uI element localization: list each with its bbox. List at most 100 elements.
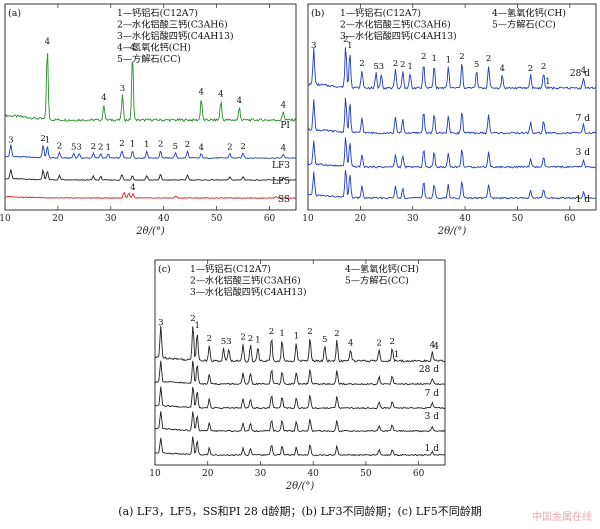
peak-annotation: 2 [334, 329, 339, 339]
peak-annotation: 3 [311, 41, 316, 51]
peak-annotation: 5 [71, 142, 76, 152]
peak-annotation: 1 [394, 350, 399, 360]
peak-annotation: 2 [240, 333, 245, 343]
panel-label: (b) [311, 8, 325, 19]
peak-annotation: 1 [255, 336, 260, 346]
x-tick-label: 60 [564, 214, 576, 224]
series-line [4, 53, 297, 123]
peak-annotation: 4 [237, 96, 243, 106]
peak-annotation: 1 [407, 62, 412, 72]
series-line [308, 47, 597, 90]
x-tick-label: 40 [307, 469, 319, 479]
peak-annotation: 5 [474, 60, 479, 70]
peak-annotation: 1 [279, 329, 284, 339]
peak-annotation: 2 [393, 59, 398, 69]
series-label: PI [280, 121, 290, 131]
peak-annotation: 4 [130, 43, 136, 53]
peak-annotation: 2 [248, 334, 253, 344]
peak-annotation: 2 [343, 35, 348, 45]
legend-entry: 2—水化铝酸三钙(C3AH6) [190, 275, 301, 287]
x-tick-label: 10 [0, 214, 11, 224]
series-line [154, 386, 446, 410]
peak-annotation: 4 [281, 100, 287, 110]
series-line [155, 325, 446, 363]
legend-entry: 5—方解石(CC) [345, 275, 409, 287]
peak-annotation: 2 [158, 140, 163, 150]
peak-annotation: 3 [379, 62, 384, 72]
peak-annotation: 1 [105, 143, 110, 153]
peak-annotation: 2 [91, 142, 96, 152]
x-tick-label: 40 [158, 214, 170, 224]
peak-annotation: 4 [199, 143, 205, 153]
peak-annotation: 5 [322, 335, 327, 345]
peak-annotation: 2 [57, 141, 62, 151]
peak-annotation: 4 [581, 66, 587, 76]
peak-annotation: 2 [207, 334, 212, 344]
peak-annotation: 2 [359, 59, 364, 69]
series-line [5, 168, 296, 181]
series-label: 28 d [570, 69, 590, 79]
peak-annotation: 2 [119, 139, 124, 149]
legend-entry: 3—水化铝酸四钙(C4AH13) [340, 30, 457, 42]
peak-annotation: 2 [185, 140, 190, 150]
peak-annotation: 2 [190, 314, 195, 324]
series-label: 4 [433, 342, 439, 352]
plot-frame [154, 259, 446, 466]
peak-annotation: 1 [130, 140, 135, 150]
x-tick-label: 60 [264, 214, 276, 224]
peak-annotation: 4 [348, 338, 354, 348]
peak-annotation: 4 [101, 93, 107, 103]
series-line [154, 360, 446, 386]
figure-caption: (a) LF3，LF5，SS和PI 28 d龄期；(b) LF3不同龄期；(c)… [118, 505, 482, 518]
peak-annotation: 2 [240, 142, 245, 152]
x-tick-label: 50 [211, 214, 223, 224]
watermark: 中国金属在线 [532, 512, 592, 523]
series-label: LF5 [272, 177, 290, 187]
series-line [4, 191, 297, 199]
x-tick-label: 50 [360, 469, 372, 479]
peak-annotation: 3 [120, 84, 125, 94]
peak-annotation: 2 [98, 142, 103, 152]
plot-frame [307, 3, 597, 211]
peak-annotation: 2 [541, 62, 546, 72]
peak-annotation: 4 [130, 183, 136, 193]
x-tick-label: 40 [459, 214, 471, 224]
x-tick-label: 30 [255, 469, 267, 479]
peak-annotation: 3 [8, 135, 13, 145]
peak-annotation: 1 [194, 321, 199, 331]
x-tick-label: 20 [52, 214, 64, 224]
x-tick-label: 10 [149, 469, 161, 479]
peak-annotation: 4 [281, 143, 287, 153]
peak-annotation: 5 [173, 142, 178, 152]
series-line [307, 137, 597, 169]
series-line [4, 144, 297, 159]
plot-frame [4, 3, 297, 211]
series-line [154, 436, 446, 457]
peak-annotation: 2 [40, 134, 45, 144]
peak-annotation: 1 [431, 54, 436, 64]
series-label: 28 d [419, 365, 439, 375]
series-label: 1 d [425, 444, 440, 454]
legend-entry: 3—水化铝酸四钙(C4AH13) [190, 286, 307, 298]
peak-annotation: 3 [226, 337, 231, 347]
series-label: 7 d [425, 389, 440, 399]
peak-annotation: 4 [45, 37, 51, 47]
peak-annotation: 2 [269, 327, 274, 337]
peak-annotation: 1 [45, 135, 50, 145]
series-line [154, 411, 446, 433]
peak-annotation: 4 [199, 87, 205, 97]
x-tick-label: 20 [355, 214, 367, 224]
x-tick-label: 10 [302, 214, 314, 224]
legend-entry: 4—氢氧化钙(CH) [117, 42, 191, 54]
legend-entry: 1—钙铝石(C12A7) [117, 7, 198, 19]
legend-entry: 3—水化铝酸四钙(C4AH13) [117, 30, 234, 42]
x-tick-label: 20 [202, 469, 214, 479]
chart-panel-a: 10 20 30 40 50 60 2θ/(°) (a) 1—钙铝石(C12A7)2—水化铝酸三… [0, 3, 297, 237]
peak-annotation: 1 [294, 331, 299, 341]
x-tick-label: 50 [512, 214, 524, 224]
peak-annotation: 1 [144, 140, 149, 150]
series-label: 1 d [576, 195, 591, 205]
peak-annotation: 1 [446, 55, 451, 65]
chart-panel-c: 10 20 30 40 50 60 2θ/(°) (c) 1—钙铝石(C12A7)2—水化铝酸三… [149, 259, 446, 492]
